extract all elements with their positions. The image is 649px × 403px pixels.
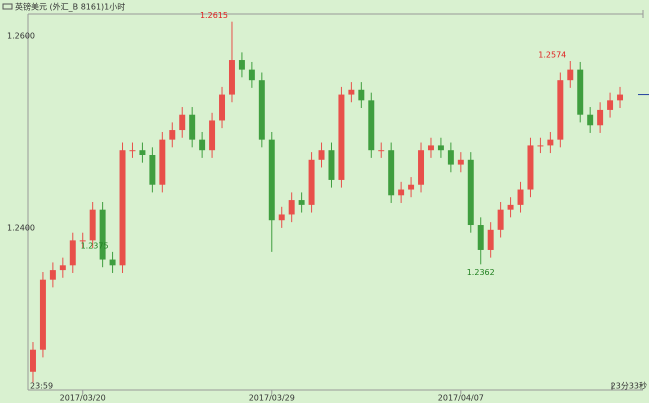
candle-body [99, 209, 106, 260]
candle-body [169, 130, 176, 140]
candle-body [447, 150, 454, 165]
candle-body [179, 114, 186, 131]
candle-body [427, 145, 434, 151]
candle-body [507, 204, 514, 210]
candle-body [338, 94, 345, 180]
y-tick-label: 1.2600 [7, 32, 35, 41]
candle-body [408, 184, 415, 190]
x-tick-label: 2017/03/20 [60, 394, 106, 403]
x-tick-label: 2017/03/29 [249, 394, 295, 403]
candle-body [467, 159, 474, 226]
candle-body [597, 109, 604, 126]
candle-body [189, 114, 196, 140]
candle-body [39, 279, 46, 350]
chart-title: 英镑美元 (外汇_B 8161)1小时 [15, 2, 125, 12]
y-tick-label: 1.2400 [7, 223, 35, 232]
icon [2, 3, 13, 10]
x-tick-label: 2017/04/07 [438, 394, 484, 403]
candle-body [248, 69, 255, 81]
candle-body [159, 139, 166, 185]
candle-body [527, 145, 534, 190]
candle-body [109, 259, 116, 266]
candle-body [557, 80, 564, 140]
candle-body [219, 94, 226, 121]
candle-body [59, 265, 66, 271]
candle-body [567, 69, 574, 81]
candle-body [487, 229, 494, 250]
candle-body [437, 145, 444, 151]
candle-body [238, 60, 245, 70]
candle-body [348, 89, 355, 95]
candle-body [139, 150, 146, 155]
candle-body [268, 139, 275, 221]
price-annotation: 1.2362 [467, 268, 495, 277]
price-annotation: 1.2615 [200, 11, 228, 20]
candle-body [129, 150, 136, 152]
candle-body [49, 270, 56, 280]
candle-body [547, 139, 554, 146]
candle-body [497, 209, 504, 230]
candle-body [318, 150, 325, 160]
countdown: 23分33秒 [611, 381, 647, 391]
candle-body [149, 155, 156, 185]
candle-body [457, 159, 464, 165]
candle-body [617, 94, 624, 101]
start-time: 23:59 [30, 382, 53, 391]
candle-body [89, 209, 96, 241]
candle-body [587, 114, 594, 126]
price-annotation: 1.2375 [81, 241, 109, 250]
candle-body [209, 120, 216, 151]
candle-body [288, 200, 295, 215]
candle-body [398, 189, 405, 196]
candle-body [388, 150, 395, 196]
candle-body [517, 189, 524, 205]
price-annotation: 1.2574 [538, 51, 566, 60]
candle-body [358, 89, 365, 101]
candle-body [69, 240, 76, 266]
candle-body [418, 150, 425, 185]
candle-body [607, 100, 614, 110]
candle-body [79, 240, 86, 242]
candle-body [577, 69, 584, 115]
candle-body [537, 145, 544, 147]
candle-body [477, 225, 484, 250]
candle-body [199, 139, 206, 151]
candle-body [119, 150, 126, 266]
candle-body [298, 200, 305, 205]
candle-body [368, 100, 375, 151]
candle-body [228, 60, 235, 95]
candle-body [278, 214, 285, 221]
candle-body [258, 80, 265, 140]
candle-body [308, 159, 315, 205]
candle-body [378, 150, 385, 152]
candle-body [29, 349, 36, 372]
candle-body [328, 150, 335, 180]
